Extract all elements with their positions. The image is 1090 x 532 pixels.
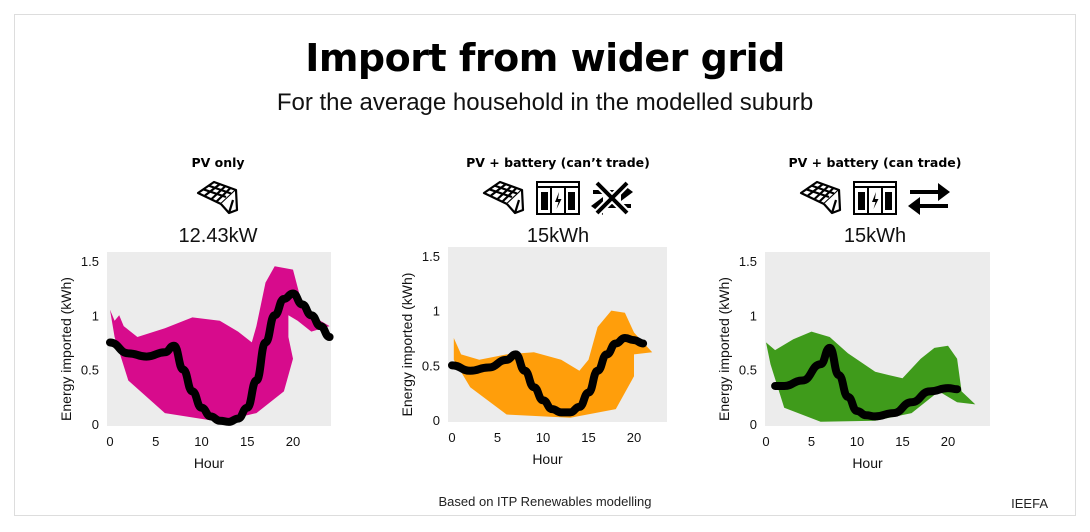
y-tick-label: 1.5: [81, 254, 99, 269]
chart-1: 0 5 10 15 20 0 0.5 1 1.5 Hour Energy imported (kWh…: [58, 252, 334, 471]
y-tick-label: 0.5: [739, 363, 757, 378]
y-tick-label: 1: [433, 304, 440, 319]
x-tick-label: 5: [494, 430, 501, 445]
solar-panel-icon: [195, 180, 241, 221]
duck-shape: [453, 310, 653, 418]
source-note: Based on ITP Renewables modelling: [438, 494, 652, 509]
y-axis-label: Energy imported (kWh): [399, 273, 415, 417]
solar-panel-icon: [481, 180, 527, 221]
x-tick-label: 0: [762, 434, 769, 449]
no-trade-arrows-icon: [589, 180, 635, 221]
y-tick-label: 0.5: [81, 363, 99, 378]
x-tick-label: 20: [627, 430, 641, 445]
y-tick-label: 0: [92, 417, 99, 432]
y-tick-label: 0: [433, 413, 440, 428]
x-tick-label: 15: [895, 434, 909, 449]
x-tick-label: 0: [448, 430, 455, 445]
x-tick-label: 5: [152, 434, 159, 449]
series-line: [106, 289, 334, 426]
x-tick-label: 20: [941, 434, 955, 449]
figure-subtitle: For the average household in the modelle…: [276, 89, 814, 116]
y-tick-label: 1.5: [422, 249, 440, 264]
panel-value-trade: 15kWh: [843, 225, 907, 247]
figure-frame: [14, 14, 1076, 516]
x-tick-label: 0: [106, 434, 113, 449]
chart-3: 0 5 10 15 20 0 0.5 1 1.5 Hour Energy imported (kWh…: [716, 252, 990, 471]
x-tick-label: 10: [536, 430, 550, 445]
y-tick-label: 1: [750, 308, 757, 323]
x-tick-label: 15: [240, 434, 254, 449]
x-tick-label: 10: [850, 434, 864, 449]
x-axis-label: Hour: [532, 451, 563, 467]
x-tick-label: 15: [581, 430, 595, 445]
chart-2: 0 5 10 15 20 0 0.5 1 1.5 Hour Energy imported (kWh…: [399, 247, 667, 467]
y-tick-label: 0: [750, 417, 757, 432]
y-axis-label: Energy imported (kWh): [716, 277, 732, 421]
solar-panel-icon: [798, 180, 844, 221]
duck-shape: [110, 266, 330, 422]
panel-value-pv-only: 12.43kW: [178, 225, 258, 247]
y-tick-label: 0.5: [422, 358, 440, 373]
x-tick-label: 5: [808, 434, 815, 449]
panel-title-no-trade: PV + battery (can’t trade): [466, 155, 650, 170]
brand-label: IEEFA: [1011, 496, 1048, 511]
panel-title-pv-only: PV only: [191, 155, 245, 170]
figure-title: Import from wider grid: [305, 36, 785, 80]
x-tick-label: 20: [286, 434, 300, 449]
y-tick-label: 1.5: [739, 254, 757, 269]
x-tick-label: 10: [194, 434, 208, 449]
y-tick-label: 1: [92, 308, 99, 323]
battery-icon: [852, 180, 898, 221]
x-axis-label: Hour: [194, 455, 225, 471]
panel-title-trade: PV + battery (can trade): [788, 155, 962, 170]
x-axis-label: Hour: [852, 455, 883, 471]
battery-icon: [535, 180, 581, 221]
y-axis-label: Energy imported (kWh): [58, 277, 74, 421]
panel-value-no-trade: 15kWh: [526, 225, 590, 247]
trade-arrows-icon: [906, 180, 952, 221]
